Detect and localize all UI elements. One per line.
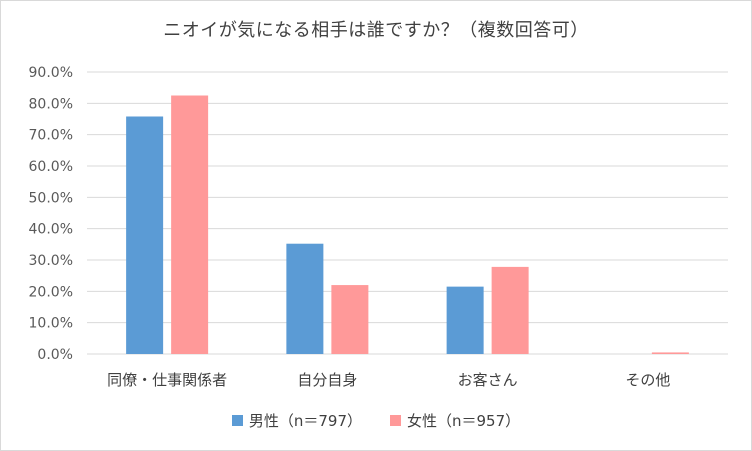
x-tick-label: 自分自身 — [297, 371, 357, 389]
bar — [171, 95, 209, 354]
x-tick-label: その他 — [625, 371, 670, 389]
y-tick-label: 60.0% — [29, 159, 73, 175]
bar — [446, 286, 484, 354]
y-tick-label: 10.0% — [29, 316, 73, 332]
bar — [651, 352, 689, 354]
legend-label-male: 男性（n＝797） — [248, 412, 362, 430]
y-tick-label: 90.0% — [29, 65, 73, 81]
legend-swatch-female — [390, 415, 401, 426]
y-tick-label: 80.0% — [29, 96, 73, 112]
x-tick-label: 同僚・仕事関係者 — [107, 371, 227, 389]
y-tick-label: 20.0% — [29, 284, 73, 300]
y-tick-label: 50.0% — [29, 190, 73, 206]
y-tick-label: 30.0% — [29, 253, 73, 269]
legend-item-female: 女性（n＝957） — [390, 410, 520, 431]
legend-label-female: 女性（n＝957） — [407, 412, 521, 430]
bar — [126, 116, 164, 354]
bar — [331, 285, 369, 354]
x-tick-label: お客さん — [458, 371, 518, 389]
y-tick-label: 70.0% — [29, 128, 73, 144]
bar — [491, 266, 529, 354]
legend-swatch-male — [231, 415, 243, 426]
legend: 男性（n＝797） 女性（n＝957） — [0, 410, 752, 431]
y-tick-label: 0.0% — [37, 347, 73, 363]
legend-item-male: 男性（n＝797） — [231, 410, 362, 431]
y-tick-label: 40.0% — [29, 222, 73, 238]
chart-title: ニオイが気になる相手は誰ですか？（複数回答可） — [163, 20, 589, 41]
bar — [286, 243, 324, 354]
